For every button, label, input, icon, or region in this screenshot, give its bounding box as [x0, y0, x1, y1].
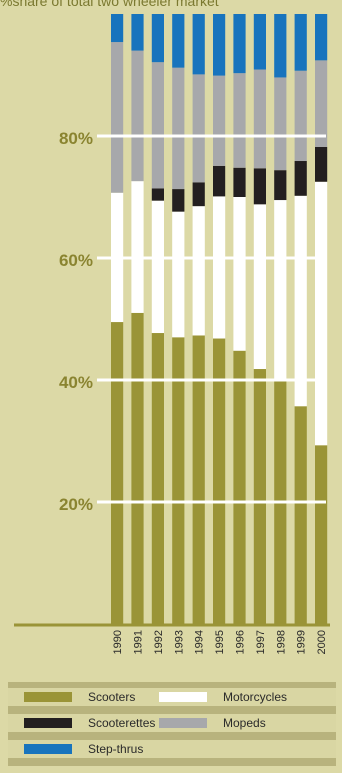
bars-group [111, 14, 328, 624]
bar-segment-mopeds-2000 [315, 60, 328, 147]
bar-segment-mopeds-1991 [131, 50, 144, 182]
x-tick-label: 1998 [275, 630, 287, 654]
bar-segment-motorcycles-1999 [294, 195, 307, 407]
bar-segment-step-thrus-1990 [111, 14, 124, 43]
bar-segment-mopeds-1992 [151, 62, 164, 189]
y-tick-label: 60% [59, 251, 93, 270]
x-tick-label: 1997 [255, 630, 267, 654]
bar-segment-scooters-1992 [151, 333, 164, 624]
legend-item-motorcycles: Motorcycles [159, 688, 329, 706]
bar-segment-scooterettes-1993 [172, 189, 185, 212]
chart-title: %share of total two wheeler market [0, 0, 219, 9]
bar-segment-scooters-1997 [253, 369, 266, 624]
x-tick-label: 2000 [316, 630, 328, 654]
x-tick-label: 1999 [296, 630, 308, 654]
legend-swatch-mopeds [159, 718, 207, 728]
bar-segment-motorcycles-1997 [253, 204, 266, 370]
bar-segment-step-thrus-1991 [131, 14, 144, 51]
y-tick-label: 80% [59, 129, 93, 148]
bar-segment-scooters-1994 [192, 335, 205, 624]
bar-segment-motorcycles-1998 [274, 200, 287, 380]
bar-segment-mopeds-1998 [274, 77, 287, 171]
x-tick-label: 1991 [133, 630, 145, 654]
bar-segment-step-thrus-1992 [151, 14, 164, 63]
bar-segment-mopeds-1999 [294, 70, 307, 162]
bar-segment-step-thrus-2000 [315, 14, 328, 61]
bar-segment-scooterettes-2000 [315, 146, 328, 182]
x-tick-label: 1990 [112, 630, 124, 654]
legend-swatch-scooterettes [24, 718, 72, 728]
bar-segment-scooterettes-1998 [274, 170, 287, 201]
bar-segment-motorcycles-1996 [233, 197, 246, 351]
bar-segment-motorcycles-1992 [151, 200, 164, 334]
bar-segment-scooters-1993 [172, 337, 185, 624]
bar-segment-scooterettes-1994 [192, 182, 205, 207]
bar-segment-step-thrus-1994 [192, 14, 205, 75]
bar-segment-scooters-1991 [131, 312, 144, 624]
x-tick-label: 1996 [235, 630, 247, 654]
bar-segment-mopeds-1995 [213, 75, 226, 166]
legend-label-motorcycles: Motorcycles [223, 690, 288, 704]
stacked-bar-chart: 20% 40% 60% 80% 1990 1991 1992 1993 1994 1995 1996… [14, 14, 330, 654]
bar-segment-motorcycles-1991 [131, 181, 144, 313]
legend-item-mopeds: Mopeds [159, 714, 329, 732]
bar-segment-mopeds-1997 [253, 69, 266, 169]
bar-segment-mopeds-1990 [111, 42, 124, 193]
bar-segment-scooters-1999 [294, 406, 307, 624]
legend-swatch-motorcycles [159, 692, 207, 702]
legend-swatch-scooters [24, 692, 72, 702]
x-tick-label: 1995 [214, 630, 226, 654]
bar-segment-scooters-2000 [315, 445, 328, 624]
bar-segment-scooterettes-1992 [151, 188, 164, 201]
legend-label-scooterettes: Scooterettes [88, 716, 156, 730]
bar-segment-mopeds-1994 [192, 74, 205, 183]
y-tick-label: 20% [59, 495, 93, 514]
bar-segment-scooters-1990 [111, 322, 124, 624]
x-tick-label: 1993 [173, 630, 185, 654]
bar-segment-motorcycles-1995 [213, 196, 226, 339]
legend-item-step-thrus: Step-thrus [24, 740, 174, 758]
bar-segment-step-thrus-1999 [294, 14, 307, 71]
bar-segment-scooters-1995 [213, 338, 226, 624]
legend-label-scooters: Scooters [88, 690, 136, 704]
legend-item-scooterettes: Scooterettes [24, 714, 174, 732]
legend-row-band [8, 740, 336, 758]
bar-segment-scooterettes-1997 [253, 168, 266, 205]
x-tick-label: 1992 [153, 630, 165, 654]
bar-segment-motorcycles-1993 [172, 211, 185, 338]
bar-segment-motorcycles-1994 [192, 206, 205, 336]
legend-item-scooters: Scooters [24, 688, 174, 706]
bar-segment-scooterettes-1995 [213, 165, 226, 197]
bar-segment-mopeds-1993 [172, 67, 185, 190]
bar-segment-step-thrus-1995 [213, 14, 226, 76]
legend-label-mopeds: Mopeds [223, 716, 266, 730]
x-tick-label: 1994 [194, 630, 206, 654]
legend: Scooters Motorcycles Scooterettes Mopeds… [8, 682, 336, 766]
legend-label-step-thrus: Step-thrus [88, 742, 144, 756]
gridlines [97, 134, 326, 504]
y-tick-label: 40% [59, 373, 93, 392]
bar-segment-scooterettes-1996 [233, 167, 246, 197]
legend-swatch-step-thrus [24, 744, 72, 754]
bar-segment-step-thrus-1998 [274, 14, 287, 78]
bar-segment-scooters-1996 [233, 350, 246, 624]
bar-segment-step-thrus-1997 [253, 14, 266, 70]
bar-segment-step-thrus-1993 [172, 14, 185, 68]
bar-segment-scooterettes-1999 [294, 161, 307, 196]
bar-segment-motorcycles-2000 [315, 181, 328, 446]
bar-segment-mopeds-1996 [233, 73, 246, 168]
bar-segment-step-thrus-1996 [233, 14, 246, 74]
